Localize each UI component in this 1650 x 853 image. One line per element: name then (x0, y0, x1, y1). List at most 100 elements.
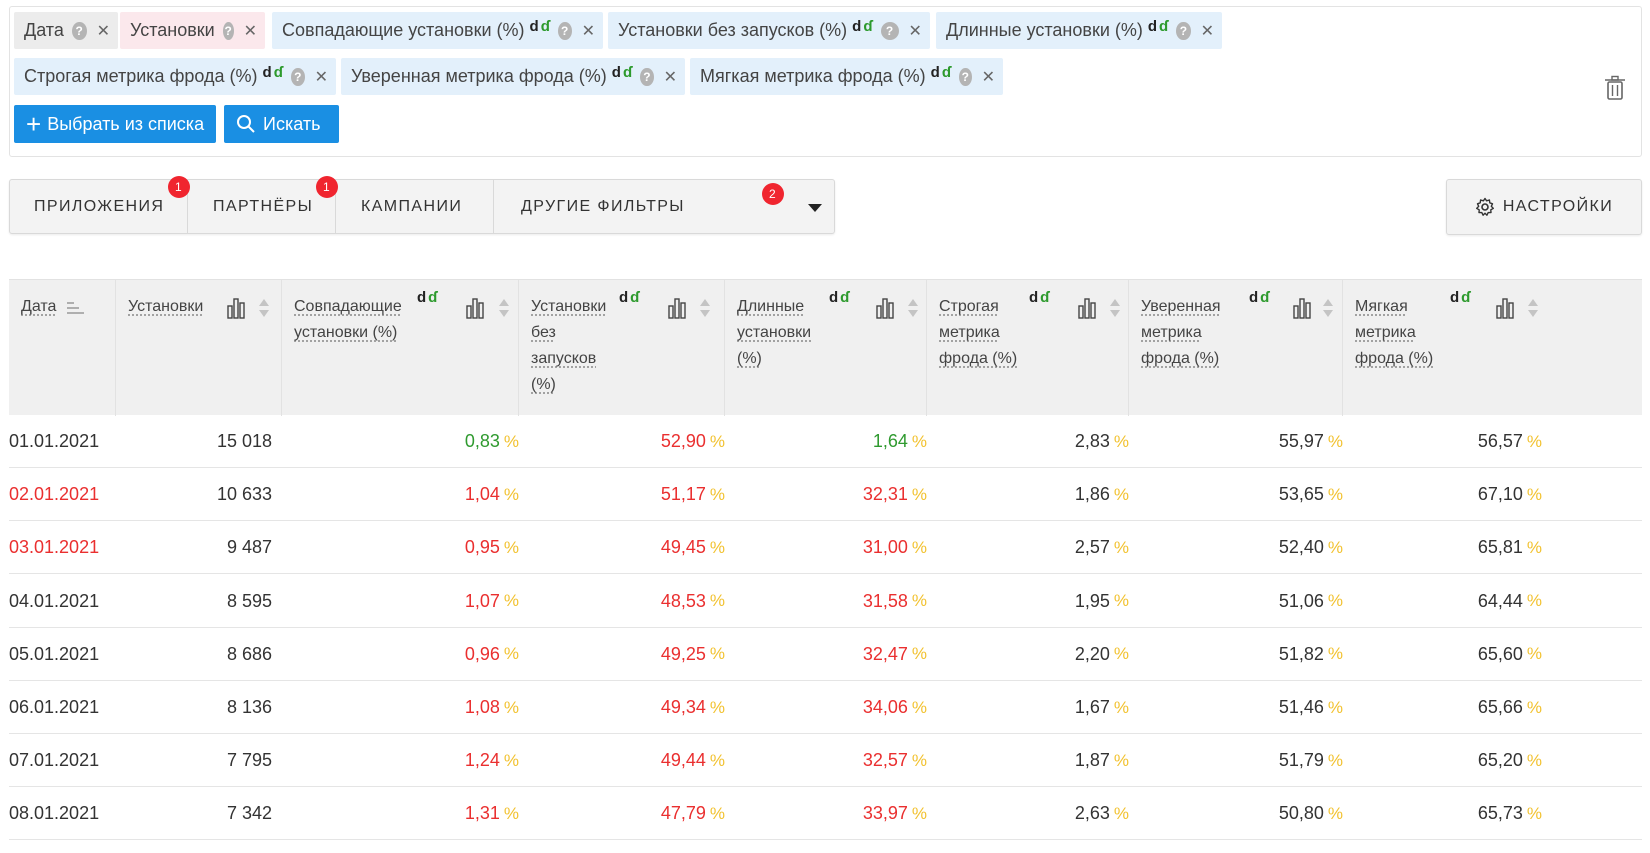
bar-chart-icon[interactable] (1495, 297, 1515, 319)
percent-cell: 33,97% (727, 787, 927, 840)
bar-chart-icon[interactable] (875, 297, 895, 319)
bar-chart-icon[interactable] (226, 297, 246, 319)
table-row[interactable]: 01.01.2021 15 018 0,83% 52,90% 1,64% 2,83% 55,… (9, 415, 1642, 468)
column-header[interactable]: Установки (116, 280, 282, 416)
percent-value: 65,20 (1477, 750, 1523, 771)
percent-cell: 2,63% (929, 787, 1129, 840)
sort-icon[interactable] (1322, 297, 1334, 319)
sort-icon[interactable] (1527, 297, 1539, 319)
metric-chip[interactable]: Мягкая метрика фрода (%) d ɗ? ✕ (690, 58, 1003, 95)
close-icon[interactable]: ✕ (663, 68, 677, 86)
sort-icon[interactable] (498, 297, 510, 319)
sort-icon[interactable] (1109, 297, 1121, 319)
percent-value: 51,17 (660, 484, 706, 505)
help-icon[interactable]: ? (71, 21, 87, 40)
percent-value: 55,97 (1278, 431, 1324, 451)
table-row[interactable]: 06.01.2021 8 136 1,08% 49,34% 34,06% 1,67% 51,… (9, 681, 1642, 734)
close-icon[interactable]: ✕ (96, 22, 110, 40)
plus-icon: + (26, 109, 42, 139)
close-icon[interactable]: ✕ (581, 22, 595, 40)
tab-other-filters-badge: 2 (762, 183, 784, 205)
percent-sign: % (503, 591, 519, 611)
search-button[interactable]: Искать (224, 105, 339, 143)
sort-icon[interactable] (907, 297, 919, 319)
table-row[interactable]: 03.01.2021 9 487 0,95% 49,45% 31,00% 2,57% 52,… (9, 521, 1642, 575)
metric-chip[interactable]: Строгая метрика фрода (%) d ɗ? ✕ (14, 58, 336, 95)
column-header-label[interactable]: Совпадающие установки (%) (294, 298, 402, 341)
settings-button[interactable]: НАСТРОЙКИ (1446, 179, 1642, 235)
table-row[interactable]: 02.01.2021 10 633 1,04% 51,17% 32,31% 1,86% 53… (9, 468, 1642, 522)
metric-chip-label: Установки (130, 20, 215, 40)
column-header-label[interactable]: Дата (21, 298, 57, 315)
trash-icon[interactable] (1604, 75, 1626, 101)
bar-chart-icon[interactable] (465, 297, 485, 319)
tab-campaigns[interactable]: КАМПАНИИ (336, 180, 494, 233)
d-mark-icon: d (829, 289, 839, 306)
help-icon[interactable]: ? (557, 21, 572, 40)
percent-value: 51,06 (1278, 590, 1324, 611)
close-icon[interactable]: ✕ (243, 22, 257, 40)
column-header[interactable]: Длинные установки (%) d ɗ (725, 280, 927, 416)
percent-sign: % (911, 484, 927, 504)
percent-cell: 2,57% (929, 521, 1129, 574)
percent-value: 1,31 (464, 803, 500, 824)
column-header-label[interactable]: Уверенная метрика фрода (%) (1141, 298, 1221, 367)
sort-lines-icon[interactable] (66, 301, 86, 315)
metric-chip-label: Мягкая метрика фрода (%) (700, 66, 926, 86)
percent-cell: 51,79% (1143, 734, 1343, 787)
help-icon[interactable]: ? (1176, 21, 1191, 40)
select-from-list-button[interactable]: + Выбрать из списка (14, 105, 217, 143)
percent-value: 65,73 (1477, 803, 1523, 824)
table-row[interactable]: 04.01.2021 8 595 1,07% 48,53% 31,58% 1,95% 51,… (9, 575, 1642, 628)
column-header[interactable]: Уверенная метрика фрода (%) d ɗ (1129, 280, 1343, 416)
metric-chip[interactable]: Установки? ✕ (120, 12, 265, 49)
percent-value: 48,53 (660, 590, 706, 611)
metric-chip[interactable]: Совпадающие установки (%) d ɗ? ✕ (272, 12, 603, 49)
metric-chip[interactable]: Уверенная метрика фрода (%) d ɗ? ✕ (341, 58, 685, 95)
column-header[interactable]: Строгая метрика фрода (%) d ɗ (927, 280, 1129, 416)
bar-chart-icon[interactable] (667, 297, 687, 319)
metric-chip[interactable]: Установки без запусков (%) d ɗ? ✕ (608, 12, 930, 49)
close-icon[interactable]: ✕ (314, 68, 328, 86)
column-header[interactable]: Дата (9, 280, 116, 416)
d-hook-mark-icon: ɗ (622, 64, 633, 81)
column-header[interactable]: Мягкая метрика фрода (%) d ɗ (1343, 280, 1642, 416)
close-icon[interactable]: ✕ (908, 22, 922, 40)
help-icon[interactable]: ? (222, 21, 234, 40)
metric-chip[interactable]: Длинные установки (%) d ɗ? ✕ (936, 12, 1222, 49)
installs-cell: 9 487 (226, 537, 272, 558)
table-row[interactable]: 07.01.2021 7 795 1,24% 49,44% 32,57% 1,87% 51,… (9, 734, 1642, 788)
column-header-label[interactable]: Установки (128, 298, 204, 315)
help-icon[interactable]: ? (640, 67, 654, 86)
help-icon[interactable]: ? (880, 21, 899, 40)
column-header-label[interactable]: Длинные установки (%) (737, 298, 812, 367)
percent-cell: 1,24% (319, 734, 519, 787)
close-icon[interactable]: ✕ (1200, 22, 1214, 40)
column-header-label[interactable]: Установки без запусков (%) (531, 298, 607, 393)
sort-icon[interactable] (258, 297, 270, 319)
percent-sign: % (1327, 591, 1343, 611)
percent-value: 67,10 (1477, 484, 1523, 505)
bar-chart-icon[interactable] (1292, 297, 1312, 319)
column-header[interactable]: Совпадающие установки (%) d ɗ (282, 280, 519, 416)
gear-icon (1475, 197, 1494, 216)
d-hook-mark-icon: ɗ (630, 289, 640, 306)
table-row[interactable]: 05.01.2021 8 686 0,96% 49,25% 32,47% 2,20% 51,… (9, 628, 1642, 681)
tab-other-filters[interactable]: ДРУГИЕ ФИЛЬТРЫ 2 (494, 180, 834, 233)
percent-cell: 51,82% (1143, 628, 1343, 681)
percent-cell: 1,87% (929, 734, 1129, 787)
tab-partners[interactable]: ПАРТНЁРЫ 1 (188, 176, 338, 233)
column-header-label[interactable]: Мягкая метрика фрода (%) (1355, 298, 1434, 367)
help-icon[interactable]: ? (959, 67, 972, 86)
column-header-label[interactable]: Строгая метрика фрода (%) (939, 298, 1018, 367)
sort-icon[interactable] (699, 297, 711, 319)
percent-cell: 49,25% (525, 628, 725, 681)
tab-apps[interactable]: ПРИЛОЖЕНИЯ 1 (10, 176, 190, 233)
table-row[interactable]: 08.01.2021 7 342 1,31% 47,79% 33,97% 2,63% 50,… (9, 787, 1642, 841)
help-icon[interactable]: ? (290, 67, 305, 86)
bar-chart-icon[interactable] (1077, 297, 1097, 319)
close-icon[interactable]: ✕ (981, 68, 995, 86)
column-header[interactable]: Установки без запусков (%) d ɗ (519, 280, 725, 416)
metric-chip[interactable]: Дата? ✕ (14, 12, 118, 49)
